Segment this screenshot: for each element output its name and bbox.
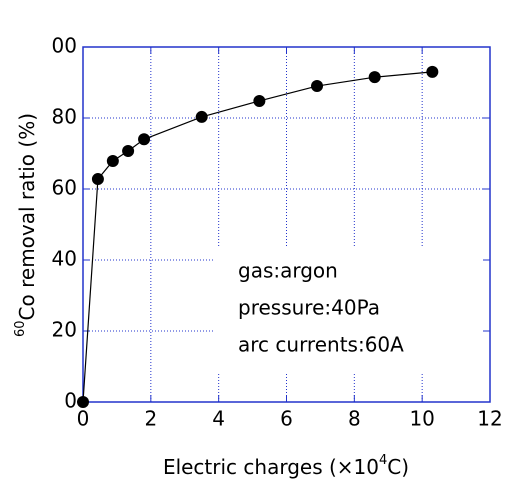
data-line [82,71,433,403]
annotation: gas:argon [238,259,338,283]
data-point [253,94,266,107]
y-axis-label: 60Co removal ratio (%) [13,113,39,337]
x-tick-label: 0 [77,407,90,431]
x-axis-label: Electric charges (×104C) [163,453,409,479]
data-point [91,173,104,186]
x-tick-label: 2 [144,407,157,431]
data-point [106,154,119,167]
y-tick-label: 80 [52,105,77,129]
y-tick-label: 40 [52,247,77,271]
annotation-box [215,246,483,374]
y-tick-label: 20 [52,318,77,342]
data-point [122,145,135,158]
data-point [311,80,324,93]
y-tick-label: 0 [64,389,77,413]
data-point [426,65,439,78]
data-point [138,133,151,146]
annotation: pressure:40Pa [238,296,380,320]
data-point [195,110,208,123]
x-tick-label: 4 [212,407,225,431]
annotation: arc currents:60A [238,333,404,357]
x-tick-label: 6 [280,407,293,431]
x-tick-label: 12 [477,407,502,431]
y-tick-label: 60 [52,176,77,200]
data-point [368,71,381,84]
x-tick-label: 8 [348,407,361,431]
plot-frame [82,46,491,403]
x-tick-label: 10 [409,407,434,431]
data-point [77,396,89,408]
y-tick-label: 00 [52,34,77,58]
